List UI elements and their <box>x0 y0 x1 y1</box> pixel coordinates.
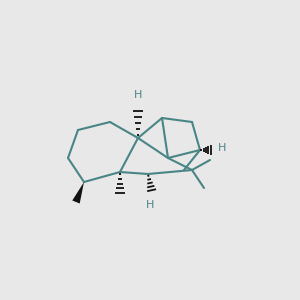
Text: H: H <box>134 90 142 100</box>
Polygon shape <box>72 182 84 203</box>
Text: H: H <box>146 200 154 210</box>
Text: H: H <box>218 143 226 153</box>
